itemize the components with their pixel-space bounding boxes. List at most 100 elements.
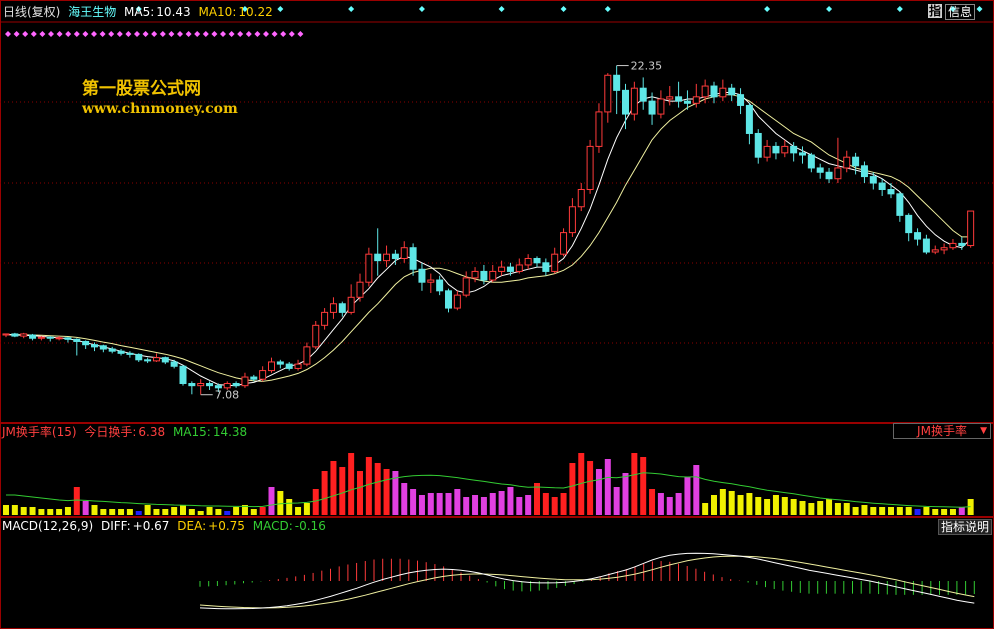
turnover-bar: [82, 501, 89, 515]
macd-chart[interactable]: [0, 517, 994, 629]
candle: [630, 87, 638, 115]
turnover-bar: [321, 471, 328, 515]
turnover-bar: [719, 489, 726, 515]
candle: [126, 352, 134, 355]
candle: [613, 74, 621, 91]
signal-diamond: [245, 31, 252, 37]
turnover-bar: [259, 507, 266, 515]
candle: [498, 266, 506, 272]
signal-diamond: [13, 31, 20, 37]
signal-diamond: [263, 31, 269, 37]
signal-diamond: [896, 6, 903, 12]
candle: [586, 145, 594, 191]
turnover-bar: [542, 493, 549, 515]
candle: [197, 383, 205, 387]
ma5-value: 10.43: [156, 5, 191, 19]
candle: [657, 98, 665, 115]
candle: [117, 350, 125, 354]
ma10-line: [5, 94, 971, 382]
turnover-bar: [277, 491, 284, 515]
turnover-bar: [268, 487, 275, 515]
turnover-bar: [286, 499, 293, 515]
period-label[interactable]: 日线(复权): [3, 5, 61, 19]
turnover-bar: [224, 511, 231, 515]
candle: [462, 277, 470, 296]
dea-label: DEA:: [177, 519, 207, 533]
macd-frame: [0, 517, 994, 629]
indicator-help-button[interactable]: 指标说明: [938, 519, 993, 535]
candle: [303, 346, 311, 365]
candlestick-chart[interactable]: 22.35 7.08: [0, 0, 994, 423]
candle: [931, 249, 939, 253]
turnover-bar: [799, 501, 806, 515]
candle: [347, 296, 355, 313]
turnover-bar: [206, 507, 213, 515]
turnover-bar: [967, 499, 974, 515]
turnover-bar: [401, 483, 408, 515]
signal-diamond: [168, 31, 175, 37]
turnover-bar: [498, 491, 505, 515]
signal-diamond: [30, 31, 37, 37]
candle: [551, 253, 559, 272]
candle: [391, 253, 399, 259]
turnover-bar: [436, 493, 443, 515]
candle: [214, 385, 222, 389]
candle: [949, 242, 957, 249]
turnover-bar: [392, 471, 399, 515]
turnover-bar: [29, 507, 36, 515]
signal-diamond: [976, 6, 983, 12]
candle: [728, 87, 736, 96]
candle: [259, 370, 267, 380]
signal-diamond: [65, 31, 72, 37]
turnover-bar: [357, 471, 363, 515]
turnover-bar: [728, 491, 735, 515]
candle: [940, 247, 948, 251]
signal-diamond: [211, 31, 218, 37]
turnover-bar: [604, 459, 611, 515]
dropdown-arrow-icon: ▼: [980, 426, 987, 436]
macd-pane[interactable]: MACD(12,26,9) DIFF: +0.67 DEA: +0.75 MACD:…: [0, 517, 994, 629]
main-header: 日线(复权) 海王生物 MA5: 10.43 MA10: 10.22: [3, 5, 277, 19]
candle: [471, 270, 479, 279]
turnover-chart[interactable]: [0, 423, 994, 517]
today-turnover-value: 6.38: [138, 425, 166, 439]
candle: [825, 171, 833, 180]
indicator-button[interactable]: 指: [928, 4, 943, 18]
candle: [763, 145, 771, 158]
turnover-bar: [755, 497, 762, 515]
price-pane[interactable]: 22.35 7.08 日线(复权) 海王生物 MA5: 10.43 MA10: 10.…: [0, 0, 994, 423]
turnover-bar: [657, 493, 664, 515]
turnover-bar: [162, 509, 169, 515]
turnover-bar: [135, 511, 142, 515]
signal-diamond: [498, 6, 505, 12]
candle: [692, 96, 700, 104]
turnover-bar: [649, 489, 656, 515]
turnover-header: JM换手率(15) 今日换手: 6.38 MA15: 14.38: [2, 425, 251, 439]
macd-header: MACD(12,26,9) DIFF: +0.67 DEA: +0.75 MACD:…: [2, 519, 330, 533]
signal-diamond: [277, 6, 284, 12]
candle: [869, 176, 877, 184]
stock-name: 海王生物: [68, 5, 117, 19]
turnover-bar: [551, 497, 558, 515]
signal-diamond: [228, 31, 235, 37]
turnover-ma-line: [6, 472, 971, 508]
ma10-value: 10.22: [238, 5, 273, 19]
turnover-bar: [339, 467, 346, 515]
signal-diamond: [99, 31, 106, 37]
candle: [922, 238, 930, 253]
turnover-bar: [3, 505, 9, 515]
candle: [790, 145, 798, 154]
signal-diamond: [241, 6, 248, 12]
signal-diamond: [135, 6, 142, 12]
diff-label: DIFF:: [100, 519, 131, 533]
signal-diamond: [220, 31, 226, 37]
candle: [568, 206, 576, 234]
turnover-bar: [233, 507, 240, 515]
candle: [515, 264, 523, 272]
indicator-selector[interactable]: JM换手率 ▼: [893, 423, 991, 439]
turnover-pane[interactable]: JM换手率(15) 今日换手: 6.38 MA15: 14.38 JM换手率 ▼: [0, 423, 994, 517]
candle: [20, 333, 28, 337]
candle: [639, 87, 647, 102]
turnover-bar: [507, 487, 514, 515]
info-button[interactable]: 信息: [945, 4, 976, 20]
